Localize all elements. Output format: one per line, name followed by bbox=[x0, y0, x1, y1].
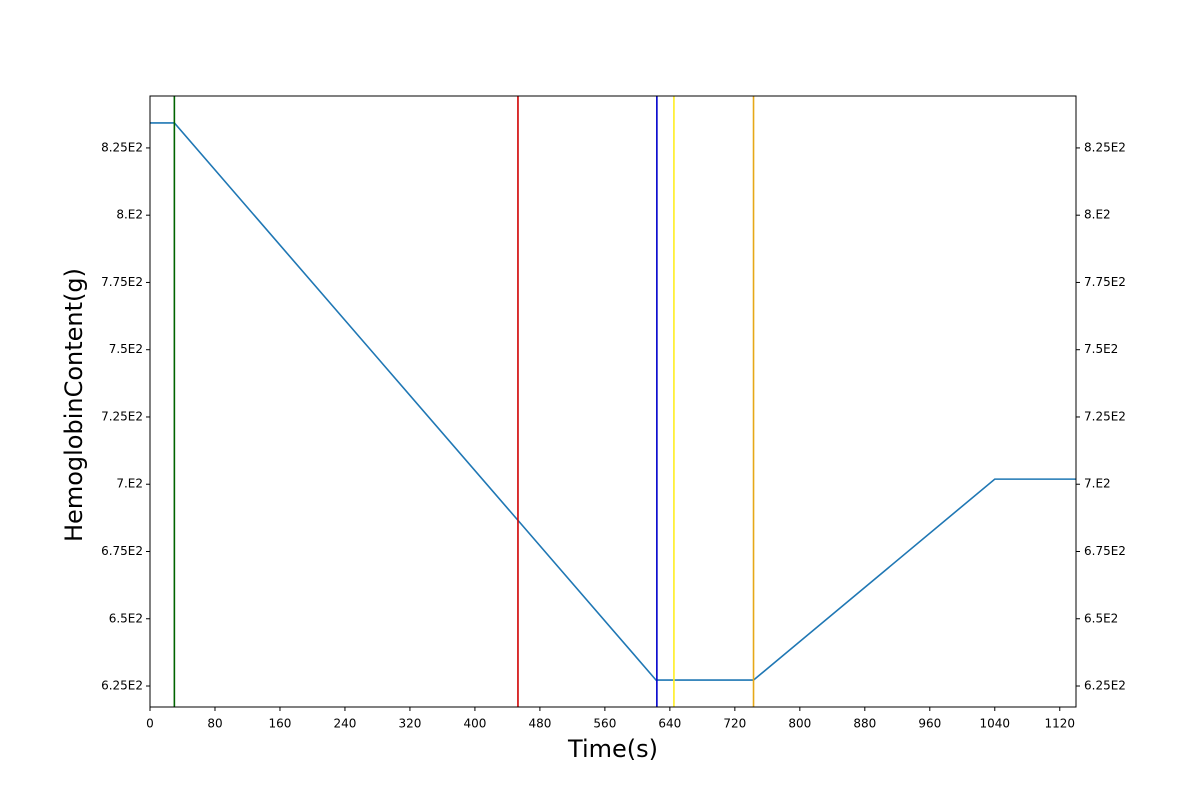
y2-tick-label: 6.25E2 bbox=[1084, 679, 1126, 693]
x-tick-label: 720 bbox=[723, 717, 746, 731]
y-axis-label: HemoglobinContent(g) bbox=[60, 268, 88, 542]
x-tick-label: 1120 bbox=[1044, 717, 1075, 731]
x-tick-label: 240 bbox=[333, 717, 356, 731]
y2-tick-label: 7.25E2 bbox=[1084, 409, 1126, 423]
y-tick-label: 6.5E2 bbox=[109, 611, 143, 625]
x-tick-label: 480 bbox=[528, 717, 551, 731]
x-tick-label: 560 bbox=[593, 717, 616, 731]
y-tick-label: 6.75E2 bbox=[101, 544, 143, 558]
y2-tick-label: 8.E2 bbox=[1084, 208, 1111, 222]
data-line bbox=[150, 122, 1076, 681]
y2-tick-label: 8.25E2 bbox=[1084, 140, 1126, 154]
x-tick-label: 80 bbox=[207, 717, 222, 731]
y-tick-label: 7.E2 bbox=[116, 477, 143, 491]
y-tick-label: 7.25E2 bbox=[101, 409, 143, 423]
x-axis-label: Time(s) bbox=[567, 735, 658, 763]
y-tick-label: 8.25E2 bbox=[101, 140, 143, 154]
y2-tick-label: 6.75E2 bbox=[1084, 544, 1126, 558]
x-tick-label: 960 bbox=[918, 717, 941, 731]
x-tick-label: 1040 bbox=[979, 717, 1010, 731]
y2-tick-label: 7.75E2 bbox=[1084, 275, 1126, 289]
y-tick-label: 7.5E2 bbox=[109, 342, 143, 356]
plot-frame bbox=[149, 95, 1077, 708]
y-tick-label: 7.75E2 bbox=[101, 275, 143, 289]
y2-tick-label: 7.E2 bbox=[1084, 477, 1111, 491]
y2-tick-label: 7.5E2 bbox=[1084, 342, 1118, 356]
y-tick-label: 6.25E2 bbox=[101, 679, 143, 693]
x-tick-label: 400 bbox=[463, 717, 486, 731]
x-tick-label: 160 bbox=[269, 717, 292, 731]
y-tick-label: 8.E2 bbox=[116, 208, 143, 222]
x-tick-label: 640 bbox=[658, 717, 681, 731]
x-tick-label: 320 bbox=[398, 717, 421, 731]
x-tick-label: 0 bbox=[146, 717, 154, 731]
y2-tick-label: 6.5E2 bbox=[1084, 611, 1118, 625]
x-tick-label: 800 bbox=[788, 717, 811, 731]
x-tick-label: 880 bbox=[853, 717, 876, 731]
